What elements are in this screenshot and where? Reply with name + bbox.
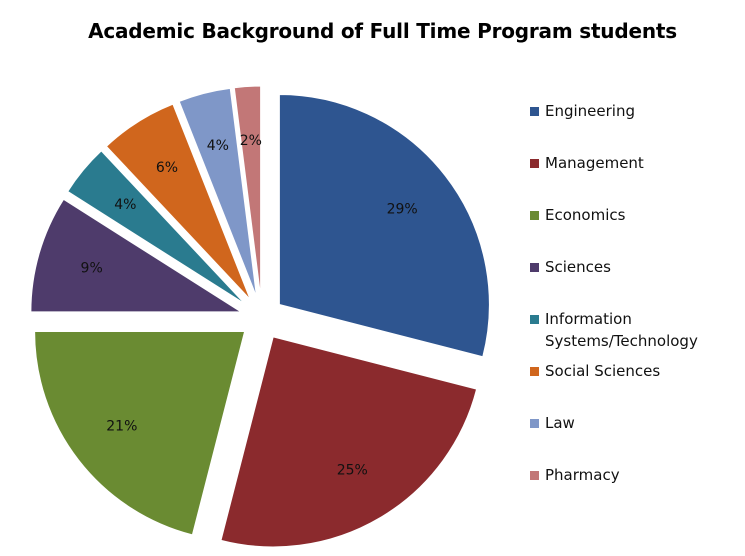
legend-item-management: Management: [530, 152, 644, 174]
legend-item-pharmacy: Pharmacy: [530, 464, 620, 486]
legend-label: Sciences: [545, 258, 611, 276]
data-label-sciences: 9%: [81, 261, 103, 277]
data-label-economics: 21%: [106, 419, 137, 435]
legend-swatch: [530, 211, 539, 220]
legend-label: Pharmacy: [545, 466, 620, 484]
legend-swatch: [530, 419, 539, 428]
legend-label: Management: [545, 154, 644, 172]
legend-item-economics: Economics: [530, 204, 625, 226]
legend-label: Law: [545, 414, 575, 432]
legend-swatch: [530, 367, 539, 376]
pie-slice-economics: [34, 330, 246, 536]
legend-swatch: [530, 315, 539, 324]
legend-label: Social Sciences: [545, 362, 661, 380]
pie-slice-law: [178, 87, 258, 297]
legend-item-law: Law: [530, 412, 575, 434]
legend-swatch: [530, 263, 539, 272]
data-label-engineering: 29%: [387, 201, 418, 217]
data-label-pharmacy: 2%: [240, 133, 262, 149]
pie-slice-pharmacy: [233, 85, 262, 297]
legend-item-information-systems-technology: Information Systems/Technology: [530, 308, 698, 352]
legend-item-social-sciences: Social Sciences: [530, 360, 660, 382]
data-label-social-sciences: 6%: [156, 160, 178, 176]
legend-swatch: [530, 159, 539, 168]
legend-label: Economics: [545, 206, 626, 224]
pie-slice-sciences: [30, 198, 243, 313]
legend-item-engineering: Engineering: [530, 100, 635, 122]
legend-item-sciences: Sciences: [530, 256, 611, 278]
data-label-management: 25%: [337, 463, 368, 479]
data-label-law: 4%: [207, 138, 229, 154]
legend-swatch: [530, 471, 539, 480]
data-label-information-systems-technology: 4%: [114, 197, 136, 213]
legend-swatch: [530, 107, 539, 116]
chart-title: Academic Background of Full Time Program…: [88, 19, 677, 43]
legend-label: Information Systems/Technology: [545, 310, 698, 350]
legend-label: Engineering: [545, 102, 635, 120]
pie-slice-social-sciences: [105, 103, 251, 300]
pie-slice-engineering: [278, 94, 490, 358]
pie-slice-management: [220, 336, 478, 548]
pie-slice-information-systems-technology: [67, 150, 246, 305]
